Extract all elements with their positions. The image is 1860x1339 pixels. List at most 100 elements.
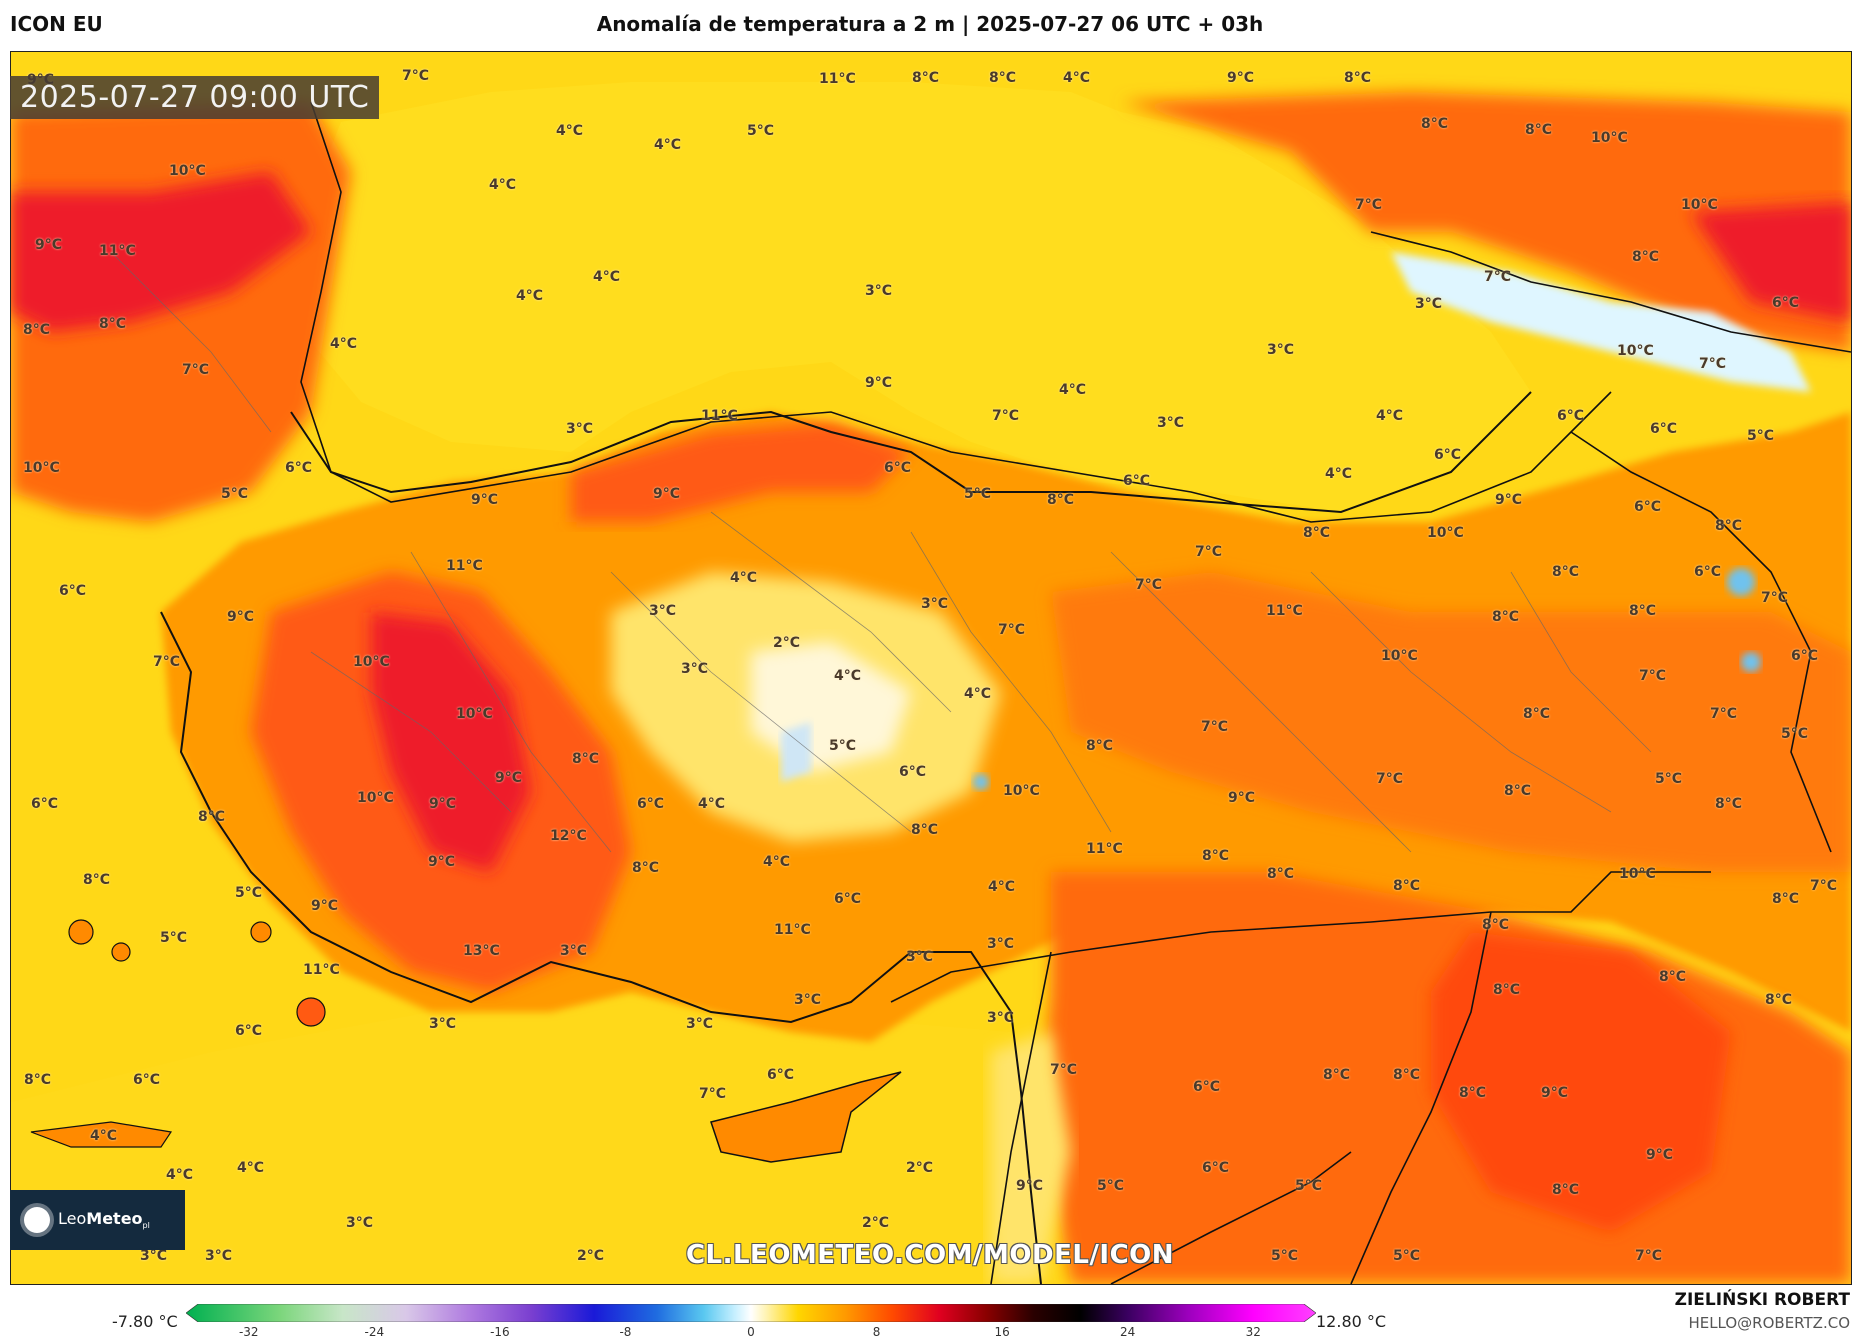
source-watermark: CL.LEOMETEO.COM/MODEL/ICON — [685, 1240, 1175, 1270]
temperature-label: 8°C — [1482, 917, 1510, 933]
sun-icon — [24, 1207, 50, 1233]
temperature-label: 9°C — [1016, 1178, 1044, 1194]
temperature-label: 8°C — [1629, 603, 1657, 619]
temperature-label: 8°C — [83, 872, 111, 888]
temperature-label: 3°C — [566, 421, 594, 437]
temperature-label: 3°C — [906, 949, 934, 965]
temperature-label: 3°C — [649, 603, 677, 619]
temperature-label: 11°C — [819, 71, 856, 87]
temperature-label: 11°C — [774, 922, 811, 938]
temperature-label: 9°C — [1227, 70, 1255, 86]
temperature-label: 6°C — [834, 891, 862, 907]
temperature-label: 8°C — [1303, 525, 1331, 541]
temperature-label: 4°C — [988, 879, 1016, 895]
temperature-label: 8°C — [1632, 249, 1660, 265]
colorbar-min-label: -7.80 °C — [112, 1312, 178, 1331]
colorbar-max-label: 12.80 °C — [1316, 1312, 1387, 1331]
temperature-label: 8°C — [198, 809, 226, 825]
temperature-label: 3°C — [987, 1010, 1015, 1026]
temperature-label: 5°C — [1097, 1178, 1125, 1194]
temperature-label: 6°C — [235, 1023, 263, 1039]
leometeo-logo[interactable]: LeoMeteopl — [10, 1190, 185, 1250]
temperature-label: 9°C — [495, 770, 523, 786]
coastline — [160, 391, 1532, 1284]
colorbar-tick: 16 — [994, 1325, 1010, 1339]
temperature-label: 9°C — [471, 492, 499, 508]
temperature-label: 7°C — [699, 1086, 727, 1102]
temperature-label: 11°C — [1266, 603, 1303, 619]
colorbar-tick: 24 — [1120, 1325, 1136, 1339]
cold-spot — [1741, 652, 1761, 672]
temperature-label: 4°C — [237, 1160, 265, 1176]
colorbar-tick: 0 — [747, 1325, 755, 1339]
temperature-label: 8°C — [1523, 706, 1551, 722]
temperature-label: 7°C — [998, 622, 1026, 638]
temperature-label: 9°C — [1228, 790, 1256, 806]
aegean-hot-core — [371, 612, 531, 872]
temperature-label: 11°C — [303, 962, 340, 978]
temperature-label: 6°C — [31, 796, 59, 812]
temperature-label: 6°C — [1634, 499, 1662, 515]
mediterranean-sea — [11, 992, 1031, 1284]
colorbar — [186, 1304, 1316, 1322]
caspian-hot — [1691, 202, 1851, 322]
temperature-label: 8°C — [1493, 982, 1521, 998]
temperature-label: 10°C — [169, 163, 206, 179]
temperature-label: 3°C — [865, 283, 893, 299]
colorbar-gradient — [186, 1304, 1316, 1322]
temperature-label: 3°C — [1267, 342, 1295, 358]
temperature-label: 4°C — [698, 796, 726, 812]
temperature-label: 7°C — [1761, 590, 1789, 606]
temperature-label: 10°C — [1427, 525, 1464, 541]
temperature-label: 5°C — [964, 486, 992, 502]
temperature-label: 3°C — [140, 1248, 168, 1264]
temperature-label: 10°C — [1681, 197, 1718, 213]
temperature-label: 5°C — [1271, 1248, 1299, 1264]
levant-coast — [991, 1032, 1071, 1284]
temperature-label: 3°C — [921, 596, 949, 612]
temperature-label: 7°C — [992, 408, 1020, 424]
pontic-hot — [571, 422, 911, 522]
temperature-label: 6°C — [1202, 1160, 1230, 1176]
temperature-label: 10°C — [1619, 866, 1656, 882]
temperature-anomaly-map[interactable]: 9°C 7°C 11°C 8°C 8°C 4°C 9°C 8°C 4°C 4°C 5°C 4°C 8°C… — [10, 51, 1852, 1285]
temperature-label: 5°C — [747, 123, 775, 139]
colorbar-tick: -32 — [238, 1325, 259, 1339]
cyprus — [710, 1071, 902, 1163]
temperature-label: 11°C — [446, 558, 483, 574]
lake-tuz-cool — [781, 722, 811, 782]
temperature-label: 13°C — [463, 943, 500, 959]
temperature-label: 2°C — [906, 1160, 934, 1176]
temperature-label: 7°C — [1355, 197, 1383, 213]
temperature-label: 9°C — [35, 237, 63, 253]
caucasus-warm — [1121, 92, 1851, 352]
crete — [30, 1121, 173, 1148]
temperature-label: 4°C — [593, 269, 621, 285]
colorbar-tick: 32 — [1245, 1325, 1261, 1339]
author-name: ZIELIŃSKI ROBERT — [1674, 1290, 1850, 1310]
temperature-label: 8°C — [1765, 992, 1793, 1008]
temperature-label: 3°C — [987, 936, 1015, 952]
temperature-label: 3°C — [346, 1215, 374, 1231]
temperature-label: 4°C — [330, 336, 358, 352]
model-name: ICON EU — [10, 12, 103, 36]
temperature-label: 11°C — [99, 243, 136, 259]
province-borders — [110, 251, 1652, 853]
temperature-label: 6°C — [637, 796, 665, 812]
temperature-label: 10°C — [23, 460, 60, 476]
temperature-label: 7°C — [402, 68, 430, 84]
temperature-label: 6°C — [1650, 421, 1678, 437]
temperature-label: 8°C — [1459, 1085, 1487, 1101]
map-canvas — [11, 52, 1851, 1284]
temperature-label: 4°C — [489, 177, 517, 193]
balkans-hot-core — [11, 172, 311, 332]
temperature-label: 5°C — [235, 885, 263, 901]
temperature-label: 8°C — [99, 316, 127, 332]
temperature-label: 12°C — [550, 828, 587, 844]
temperature-label: 6°C — [899, 764, 927, 780]
temperature-label: 3°C — [686, 1016, 714, 1032]
author-email[interactable]: HELLO@ROBERTZ.CO — [1688, 1314, 1850, 1332]
country-borders — [300, 101, 1851, 1284]
temperature-label: 10°C — [1617, 343, 1654, 359]
temperature-label: 6°C — [1434, 447, 1462, 463]
